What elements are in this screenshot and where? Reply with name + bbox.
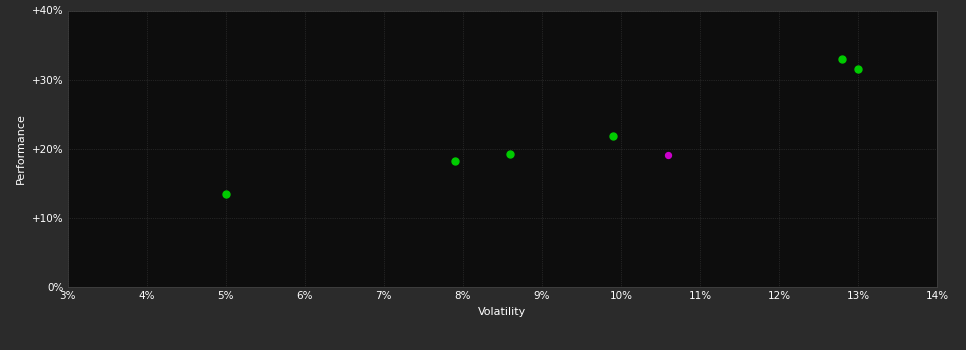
Point <box>850 66 866 72</box>
Point <box>835 56 850 62</box>
X-axis label: Volatility: Volatility <box>478 307 526 317</box>
Point <box>502 151 518 156</box>
Point <box>218 191 234 196</box>
Point <box>661 152 676 158</box>
Y-axis label: Performance: Performance <box>16 113 26 184</box>
Point <box>606 133 621 139</box>
Point <box>447 158 463 163</box>
